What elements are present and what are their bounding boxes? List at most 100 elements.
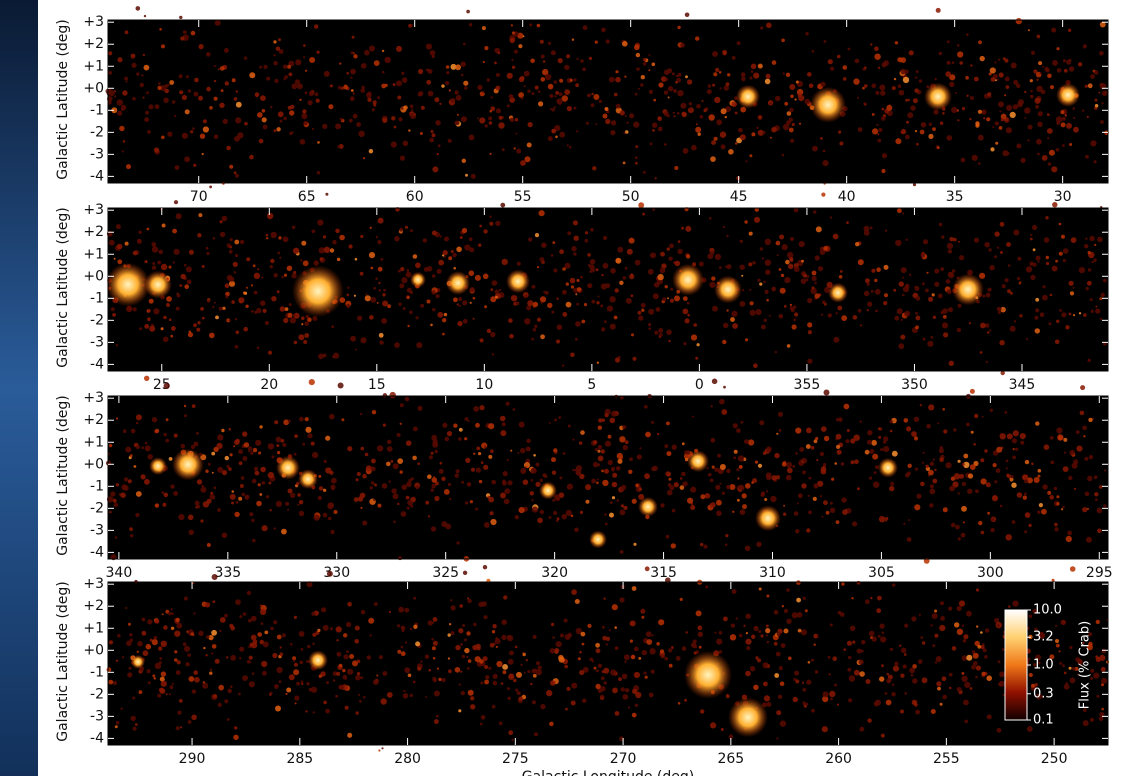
emission-speck	[1048, 162, 1052, 166]
emission-speck	[492, 353, 494, 355]
emission-speck	[631, 655, 635, 659]
emission-speck	[635, 145, 638, 148]
emission-speck	[709, 217, 712, 220]
emission-speck	[678, 73, 682, 77]
emission-speck	[279, 680, 282, 683]
emission-speck	[324, 247, 330, 253]
emission-speck	[612, 496, 615, 499]
emission-speck	[839, 142, 843, 146]
emission-speck	[756, 127, 758, 129]
emission-speck	[734, 450, 738, 454]
emission-speck	[1000, 251, 1003, 254]
emission-speck	[775, 351, 777, 353]
emission-speck	[841, 497, 846, 502]
emission-speck	[483, 274, 489, 280]
emission-speck	[366, 465, 372, 471]
emission-speck	[133, 307, 137, 311]
emission-speck	[428, 620, 433, 625]
emission-speck	[1026, 338, 1028, 340]
emission-speck	[957, 328, 961, 332]
emission-speck	[1066, 123, 1072, 129]
emission-speck	[948, 249, 952, 253]
emission-speck	[116, 224, 121, 229]
emission-speck	[1000, 433, 1006, 439]
emission-speck	[353, 93, 355, 95]
emission-speck	[667, 490, 673, 496]
emission-speck	[432, 166, 438, 172]
emission-speck	[641, 75, 645, 79]
emission-speck	[508, 480, 513, 485]
emission-speck	[585, 231, 588, 234]
emission-speck	[534, 325, 537, 328]
emission-speck	[609, 629, 611, 631]
emission-speck	[1073, 107, 1076, 110]
emission-speck	[847, 668, 851, 672]
emission-speck	[184, 156, 190, 162]
emission-speck	[1055, 625, 1057, 627]
emission-speck	[1037, 79, 1039, 81]
emission-speck	[629, 457, 633, 461]
emission-speck	[256, 501, 262, 507]
emission-speck	[294, 453, 297, 456]
emission-speck	[164, 89, 169, 94]
emission-speck	[507, 73, 513, 79]
emission-speck	[178, 514, 184, 520]
emission-speck	[367, 655, 371, 659]
emission-speck	[383, 289, 386, 292]
emission-speck	[196, 432, 198, 434]
emission-speck	[243, 612, 246, 615]
emission-speck	[763, 662, 769, 668]
emission-speck	[726, 485, 730, 489]
emission-speck	[897, 57, 902, 62]
emission-speck	[957, 51, 963, 57]
emission-speck	[811, 709, 815, 713]
emission-speck	[417, 667, 421, 671]
emission-speck	[930, 484, 934, 488]
emission-speck	[808, 511, 812, 515]
emission-speck	[450, 599, 452, 601]
emission-speck	[649, 648, 655, 654]
emission-speck	[381, 318, 387, 324]
emission-speck	[223, 119, 228, 124]
emission-speck	[205, 654, 207, 656]
emission-speck	[445, 81, 449, 85]
x-tick-label: 300	[977, 565, 1004, 581]
emission-speck	[239, 657, 241, 659]
emission-speck	[382, 50, 384, 52]
emission-speck	[159, 661, 162, 664]
emission-speck	[586, 122, 589, 125]
y-tick-label: +2	[83, 598, 104, 614]
emission-speck	[332, 240, 336, 244]
emission-speck	[1017, 257, 1021, 261]
emission-speck	[322, 124, 327, 129]
emission-speck	[503, 595, 507, 599]
y-tick-label: -1	[90, 478, 104, 494]
emission-speck	[937, 146, 940, 149]
emission-speck	[516, 672, 522, 678]
emission-speck	[171, 326, 176, 331]
emission-speck	[776, 433, 778, 435]
emission-speck	[311, 687, 317, 693]
emission-speck	[880, 624, 885, 629]
emission-speck	[807, 298, 812, 303]
emission-speck	[999, 72, 1004, 77]
emission-speck	[512, 66, 515, 69]
emission-speck	[564, 665, 568, 669]
emission-speck	[1042, 66, 1044, 68]
emission-speck	[203, 126, 209, 132]
emission-speck	[651, 421, 654, 424]
emission-speck	[739, 634, 743, 638]
emission-speck	[605, 441, 611, 447]
emission-speck	[207, 299, 210, 302]
emission-speck	[316, 99, 320, 103]
emission-speck	[169, 318, 172, 321]
emission-speck	[495, 221, 500, 226]
emission-speck	[368, 618, 374, 624]
emission-speck	[174, 631, 180, 637]
emission-speck	[496, 108, 501, 113]
emission-speck	[228, 689, 232, 693]
emission-speck	[379, 289, 382, 292]
emission-speck	[612, 604, 618, 610]
emission-speck	[106, 461, 111, 466]
emission-speck	[161, 641, 167, 647]
